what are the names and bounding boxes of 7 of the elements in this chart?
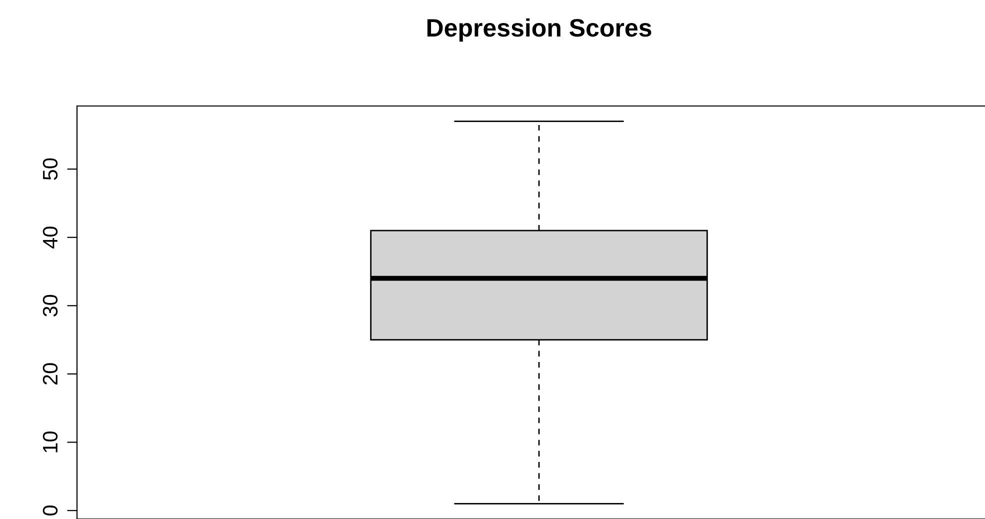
y-tick-label: 20 [42,363,58,384]
y-tick-label: 50 [42,158,58,180]
y-tick-label: 40 [42,226,58,248]
chart-title: Depression Scores [427,18,652,42]
y-tick-label: 10 [42,431,58,452]
y-tick-label: 30 [42,294,58,316]
y-tick-label: 0 [42,506,58,516]
